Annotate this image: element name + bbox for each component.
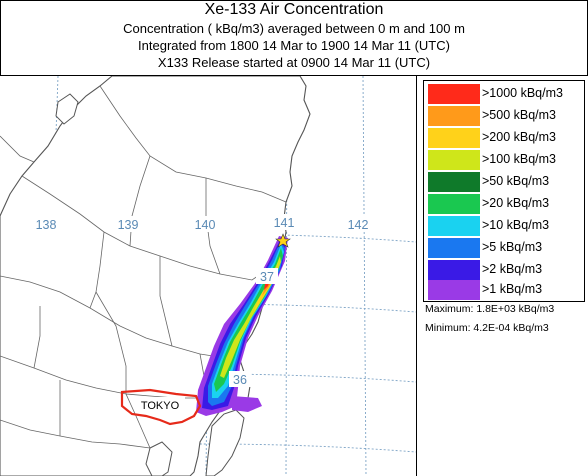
legend-label: >100 kBq/m3 bbox=[482, 152, 557, 166]
plume-tail-1 bbox=[232, 396, 262, 412]
legend-label: >50 kBq/m3 bbox=[482, 174, 550, 188]
legend-item-500: >500 kBq/m3 bbox=[428, 105, 582, 127]
legend-item-1: >1 kBq/m3 bbox=[428, 279, 582, 301]
legend-swatch bbox=[428, 238, 480, 258]
legend-label: >2 kBq/m3 bbox=[482, 262, 543, 276]
coastline-izu bbox=[145, 441, 173, 476]
coastline-sado bbox=[55, 93, 79, 125]
legend-label: >20 kBq/m3 bbox=[482, 196, 550, 210]
legend-label: >1000 kBq/m3 bbox=[482, 86, 563, 100]
legend-item-20: >20 kBq/m3 bbox=[428, 193, 582, 215]
legend-swatch bbox=[428, 172, 480, 192]
lat-label-bg-37 bbox=[256, 268, 278, 284]
coastline-boso bbox=[205, 409, 245, 476]
lon-label-bg-138 bbox=[30, 216, 62, 232]
legend-label: >5 kBq/m3 bbox=[482, 240, 543, 254]
maximum-value: Maximum: 1.8E+03 kBq/m3 bbox=[425, 303, 555, 315]
legend-item-50: >50 kBq/m3 bbox=[428, 171, 582, 193]
legend-swatch bbox=[428, 216, 480, 236]
legend-swatch bbox=[428, 106, 480, 126]
legend-item-1000: >1000 kBq/m3 bbox=[428, 83, 582, 105]
lon-label-bg-142 bbox=[342, 216, 374, 232]
legend-item-5: >5 kBq/m3 bbox=[428, 237, 582, 259]
map-canvas: TOKYO 138 139 140 141 142 37 36 bbox=[0, 76, 416, 476]
plot-title: Xe-133 Air Concentration bbox=[204, 1, 384, 18]
legend-swatch bbox=[428, 128, 480, 148]
legend-label: >1 kBq/m3 bbox=[482, 282, 543, 296]
legend-swatch bbox=[428, 150, 480, 170]
legend-item-200: >200 kBq/m3 bbox=[428, 127, 582, 149]
tokyo-label: TOKYO bbox=[141, 400, 180, 412]
release-start: X133 Release started at 0900 14 Mar 11 (… bbox=[157, 55, 431, 70]
plot-header: Xe-133 Air Concentration Concentration (… bbox=[0, 0, 588, 76]
legend-label: >10 kBq/m3 bbox=[482, 218, 550, 232]
legend-swatch bbox=[428, 84, 480, 104]
lat-label-bg-36 bbox=[229, 371, 251, 387]
legend-label: >500 kBq/m3 bbox=[482, 108, 557, 122]
minimum-value: Minimum: 4.2E-04 kBq/m3 bbox=[425, 322, 549, 334]
map-area: TOKYO 138 139 140 141 142 37 36 bbox=[0, 76, 416, 476]
lon-label-bg-139 bbox=[112, 216, 144, 232]
legend-panel: >1000 kBq/m3 >500 kBq/m3 >200 kBq/m3 >10… bbox=[416, 76, 588, 476]
lon-label-140: 140 bbox=[195, 218, 216, 232]
lon-label-142: 142 bbox=[348, 218, 369, 232]
lon-label-bg-140 bbox=[189, 216, 221, 232]
legend-box: >1000 kBq/m3 >500 kBq/m3 >200 kBq/m3 >10… bbox=[423, 80, 585, 302]
legend-item-10: >10 kBq/m3 bbox=[428, 215, 582, 237]
lat-label-36: 36 bbox=[233, 373, 247, 387]
legend-item-2: >2 kBq/m3 bbox=[428, 259, 582, 281]
lon-label-bg-141 bbox=[268, 214, 300, 230]
plume-source-marker bbox=[275, 233, 291, 248]
legend-item-100: >100 kBq/m3 bbox=[428, 149, 582, 171]
lon-label-139: 139 bbox=[118, 218, 139, 232]
concentration-subtitle: Concentration ( kBq/m3) averaged between… bbox=[123, 21, 465, 36]
integration-period: Integrated from 1800 14 Mar to 1900 14 M… bbox=[138, 38, 450, 53]
legend-swatch bbox=[428, 194, 480, 214]
prefecture-boundaries bbox=[0, 85, 287, 449]
legend-swatch bbox=[428, 260, 480, 280]
legend-label: >200 kBq/m3 bbox=[482, 130, 557, 144]
lat-label-37: 37 bbox=[260, 270, 274, 284]
legend-swatch bbox=[428, 280, 480, 300]
lon-label-138: 138 bbox=[36, 218, 57, 232]
tokyo-label-bg bbox=[135, 397, 185, 413]
tokyo-outline bbox=[120, 388, 202, 426]
lon-label-141: 141 bbox=[274, 216, 295, 230]
